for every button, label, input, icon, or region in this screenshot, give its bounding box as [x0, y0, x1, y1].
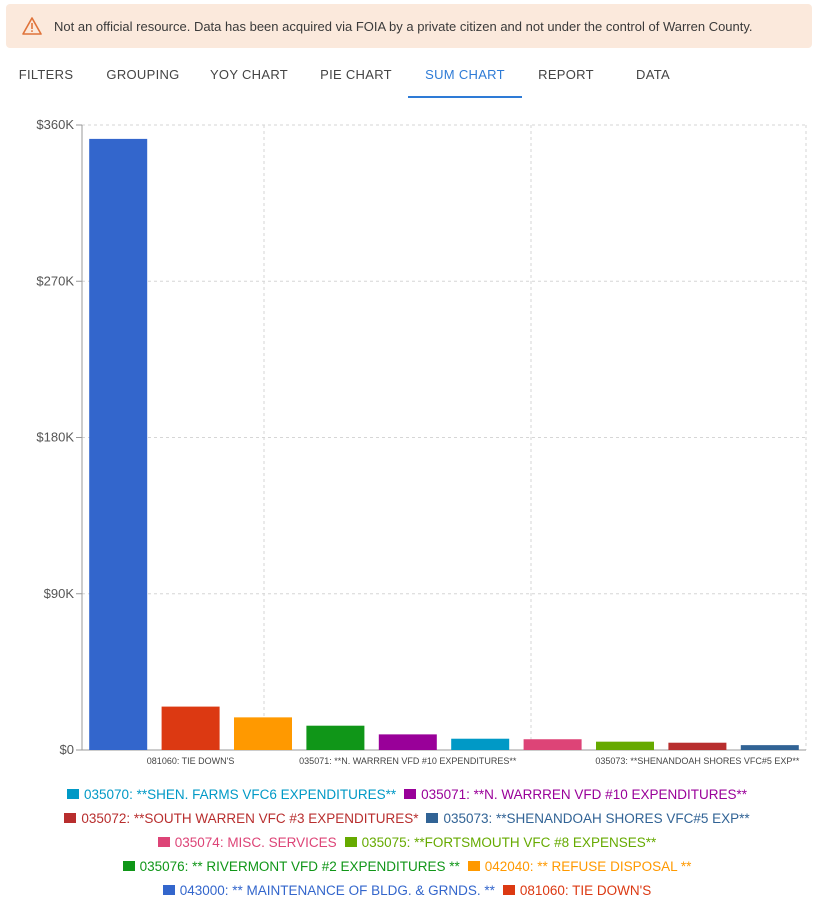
- legend-row: 035074: MISC. SERVICES 035075: **FORTSMOU…: [0, 830, 814, 854]
- legend-label: 035071: **N. WARRREN VFD #10 EXPENDITURE…: [421, 786, 747, 802]
- legend-swatch: [157, 837, 170, 847]
- legend-label: 035072: **SOUTH WARREN VFC #3 EXPENDITUR…: [81, 810, 419, 826]
- legend-swatch: [467, 861, 480, 871]
- legend-swatch: [162, 885, 175, 895]
- legend-row: 035072: **SOUTH WARREN VFC #3 EXPENDITUR…: [0, 806, 814, 830]
- tab-sum-chart[interactable]: SUM CHART: [408, 54, 522, 98]
- bar-9: [668, 742, 727, 750]
- bar-8: [596, 741, 654, 750]
- legend-row: 035076: ** RIVERMONT VFD #2 EXPENDITURES…: [0, 854, 814, 878]
- chart-legend: 035070: **SHEN. FARMS VFC6 EXPENDITURES*…: [0, 782, 814, 902]
- legend-item[interactable]: 035075: **FORTSMOUTH VFC #8 EXPENSES**: [344, 834, 657, 850]
- legend-label: 035075: **FORTSMOUTH VFC #8 EXPENSES**: [361, 834, 657, 850]
- y-tick-label: $0: [60, 742, 74, 757]
- legend-item[interactable]: 035071: **N. WARRREN VFD #10 EXPENDITURE…: [404, 787, 747, 802]
- legend-swatch: [344, 837, 357, 847]
- legend-item[interactable]: 043000: ** MAINTENANCE OF BLDG. & GRNDS.…: [162, 882, 495, 898]
- tab-pie-chart[interactable]: PIE CHART: [320, 67, 392, 82]
- legend-label: 035076: ** RIVERMONT VFD #2 EXPENDITURES…: [139, 858, 460, 874]
- y-tick-label: $360K: [36, 117, 74, 132]
- legend-item[interactable]: 035070: **SHEN. FARMS VFC6 EXPENDITURES*…: [67, 787, 396, 802]
- bar-5: [378, 734, 437, 750]
- disclaimer-banner: Not an official resource. Data has been …: [6, 4, 812, 48]
- legend-item[interactable]: 035074: MISC. SERVICES: [157, 834, 337, 850]
- tab-bar: FILTERS GROUPING YOY CHART PIE CHART SUM…: [0, 54, 814, 98]
- tab-grouping[interactable]: GROUPING: [106, 67, 180, 82]
- legend-item[interactable]: 035073: **SHENANDOAH SHORES VFC#5 EXP**: [426, 810, 750, 826]
- bar-7: [523, 739, 582, 750]
- warning-icon: [22, 17, 42, 35]
- legend-item[interactable]: 042040: ** REFUSE DISPOSAL **: [467, 858, 692, 874]
- y-tick-label: $90K: [44, 586, 75, 601]
- disclaimer-text: Not an official resource. Data has been …: [54, 18, 753, 34]
- legend-swatch: [122, 861, 135, 871]
- bar-2: [161, 706, 220, 750]
- legend-item[interactable]: 081060: TIE DOWN'S: [502, 882, 652, 898]
- tab-yoy-chart[interactable]: YOY CHART: [209, 67, 289, 82]
- bar-6: [451, 738, 510, 750]
- legend-swatch: [426, 813, 439, 823]
- legend-label: 043000: ** MAINTENANCE OF BLDG. & GRNDS.…: [179, 882, 495, 898]
- x-tick-label: 035073: **SHENANDOAH SHORES VFC#5 EXP**: [595, 756, 800, 766]
- legend-row: 035070: **SHEN. FARMS VFC6 EXPENDITURES*…: [0, 782, 814, 806]
- x-tick-label: 081060: TIE DOWN'S: [147, 756, 235, 766]
- legend-swatch: [67, 789, 80, 799]
- legend-label: 081060: TIE DOWN'S: [519, 882, 652, 898]
- sum-bar-chart: $0 $90K $180K $270K $360K 081060: TIE DOWN'S 0…: [36, 117, 807, 766]
- bar-4: [306, 725, 365, 750]
- tab-filters[interactable]: FILTERS: [18, 67, 74, 82]
- legend-swatch: [64, 813, 77, 823]
- legend-swatch: [502, 885, 515, 895]
- y-tick-label: $270K: [36, 273, 74, 288]
- legend-label: 035073: **SHENANDOAH SHORES VFC#5 EXP**: [443, 810, 750, 826]
- legend-label: 042040: ** REFUSE DISPOSAL **: [484, 858, 692, 874]
- legend-item[interactable]: 035076: ** RIVERMONT VFD #2 EXPENDITURES…: [122, 858, 460, 874]
- legend-swatch: [404, 789, 417, 799]
- legend-item[interactable]: 035072: **SOUTH WARREN VFC #3 EXPENDITUR…: [64, 811, 418, 826]
- tab-report[interactable]: REPORT: [538, 67, 594, 82]
- bar-10: [740, 745, 799, 750]
- legend-label: 035070: **SHEN. FARMS VFC6 EXPENDITURES*…: [84, 786, 397, 802]
- bar-1: [89, 138, 148, 750]
- legend-row: 043000: ** MAINTENANCE OF BLDG. & GRNDS.…: [0, 878, 814, 902]
- legend-label: 035074: MISC. SERVICES: [174, 834, 337, 850]
- tab-data[interactable]: DATA: [636, 67, 670, 82]
- x-tick-label: 035071: **N. WARRREN VFD #10 EXPENDITURE…: [299, 756, 517, 766]
- y-tick-label: $180K: [36, 430, 74, 445]
- bar-3: [234, 717, 292, 750]
